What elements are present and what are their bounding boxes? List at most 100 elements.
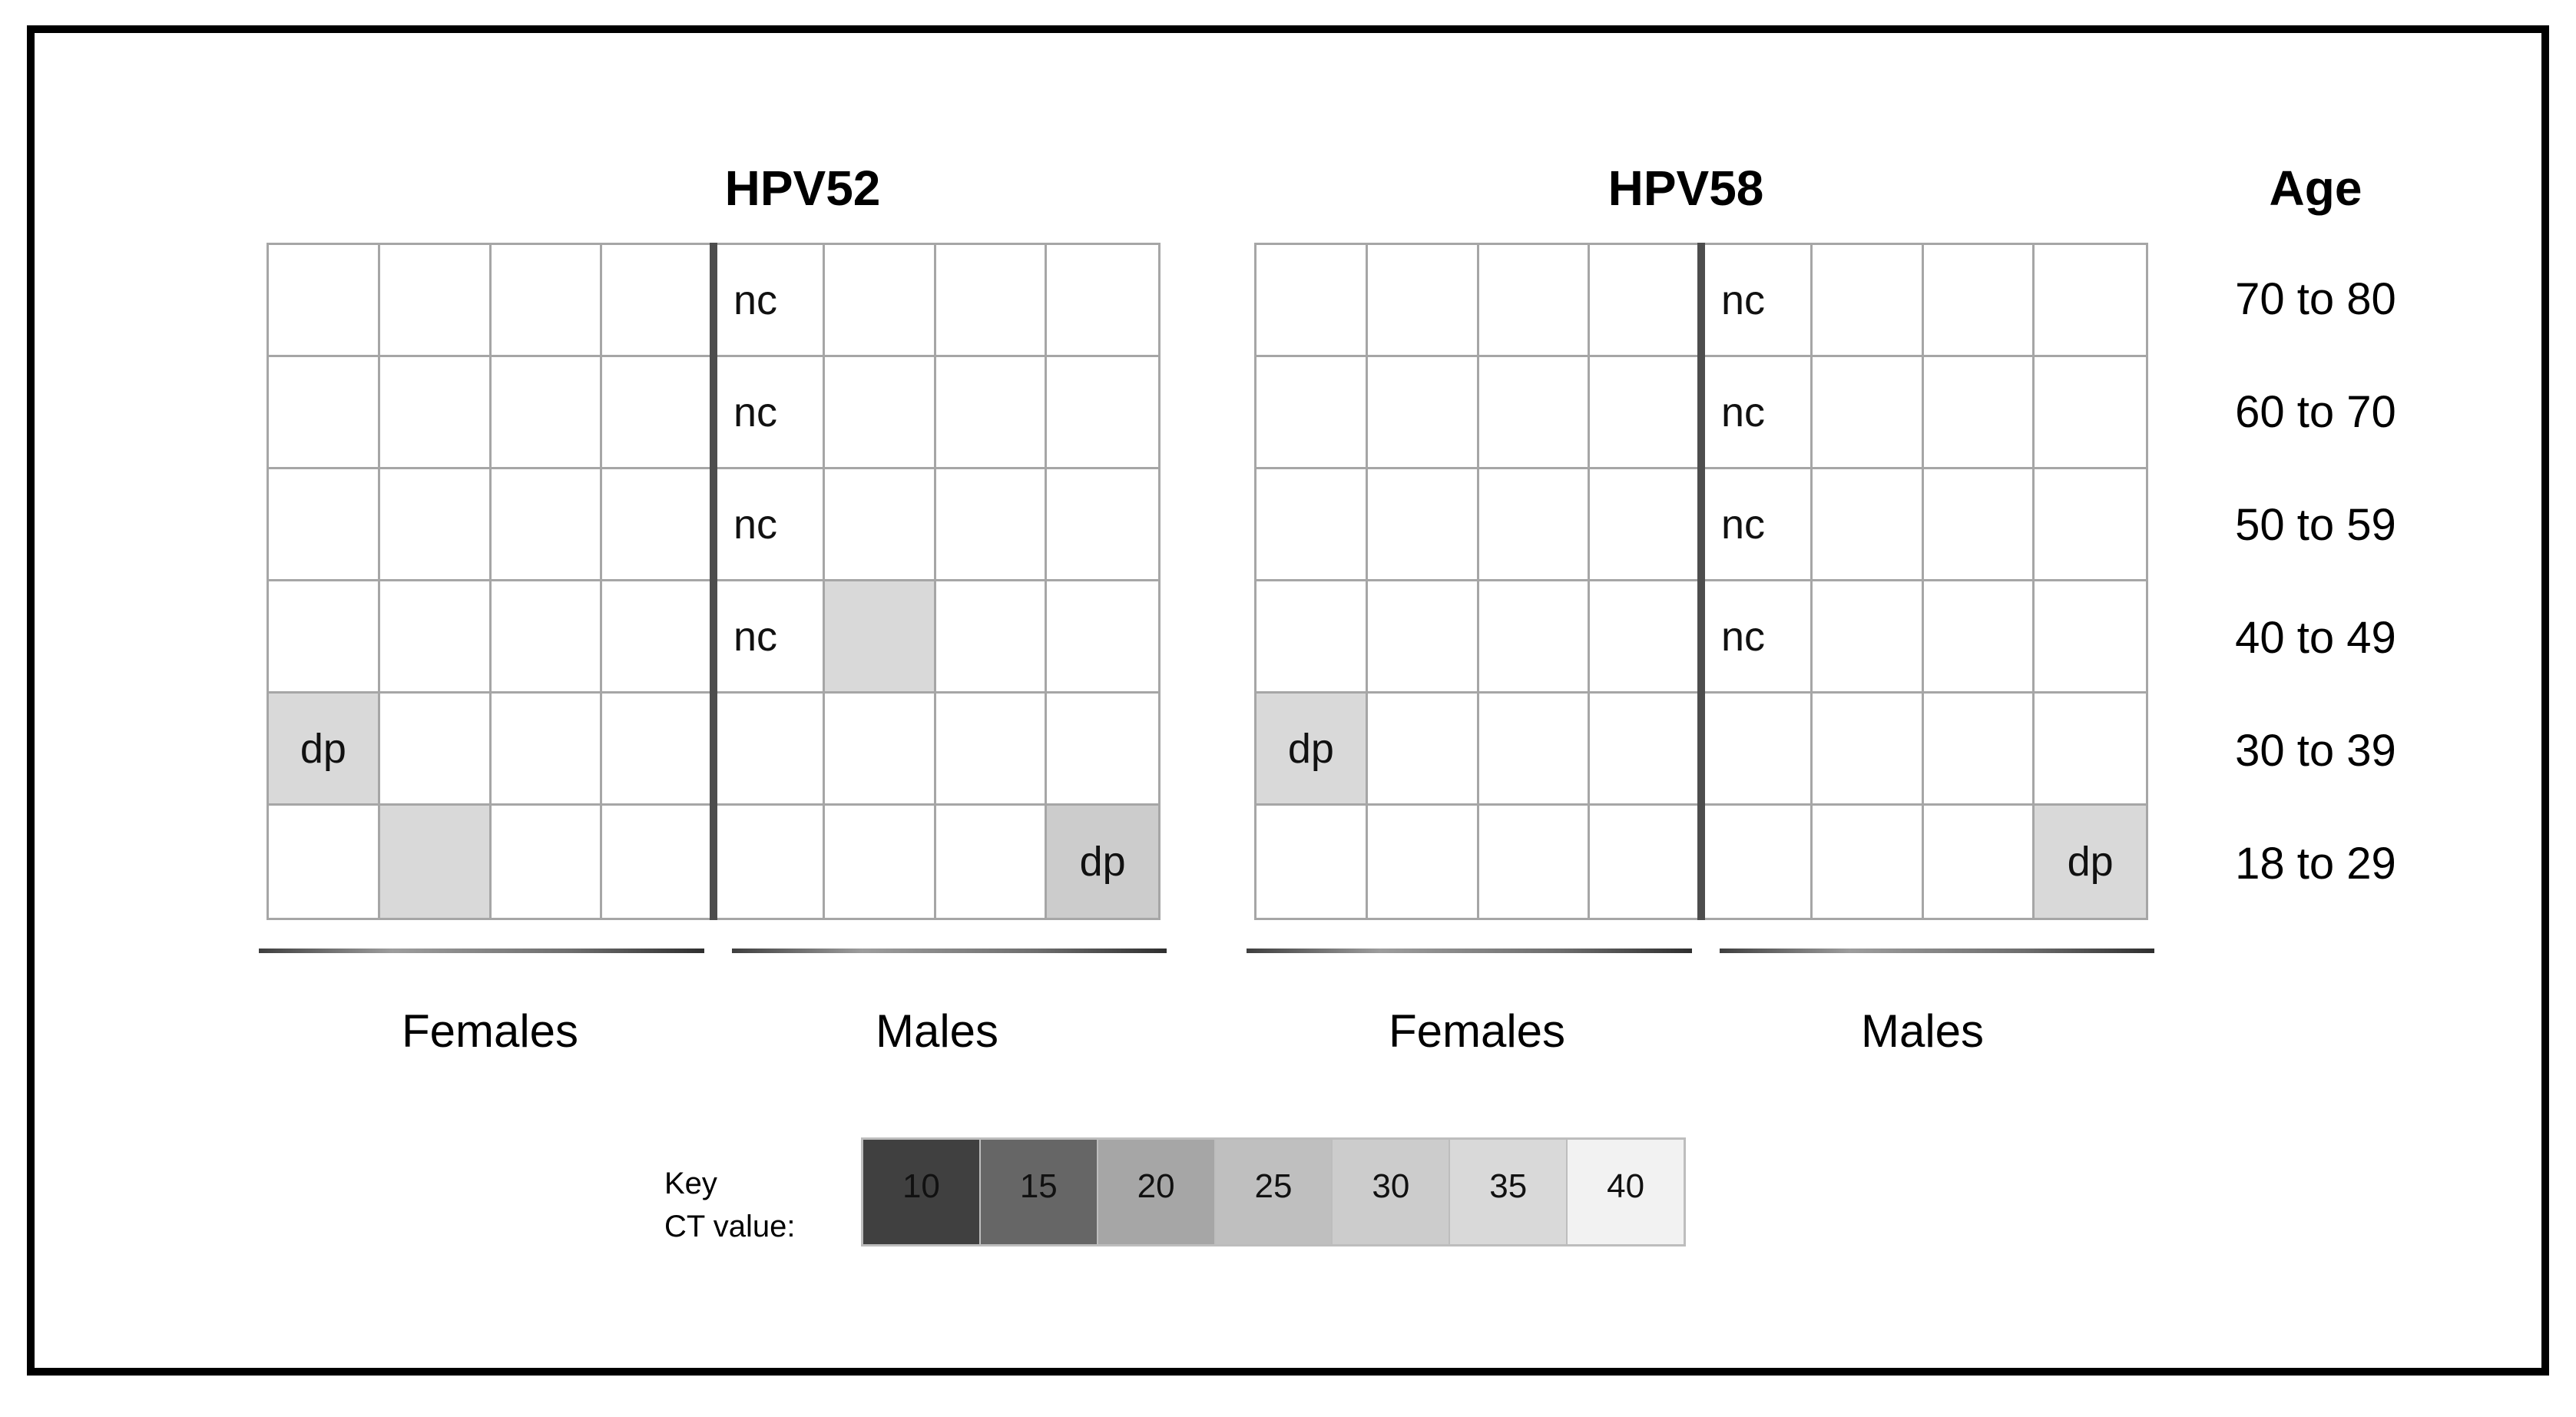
heatmap-cell	[491, 694, 603, 806]
ct-key-swatch: 25	[1214, 1140, 1332, 1244]
heatmap-cell	[1368, 806, 1479, 918]
heatmap-cell	[824, 581, 936, 694]
females-underline-hpv58	[1247, 949, 1692, 953]
heatmap-cell	[1047, 245, 1158, 357]
age-labels-column: 70 to 80 60 to 70 50 to 59 40 to 49 30 to 39…	[2139, 243, 2492, 920]
key-subtitle: CT value:	[664, 1210, 796, 1243]
males-label-hpv52: Males	[875, 1005, 999, 1057]
heatmap-cell	[1923, 245, 2035, 357]
cell-label: dp	[1287, 725, 1334, 772]
age-group-label: 50 to 59	[2235, 500, 2396, 550]
cell-label: dp	[1079, 839, 1126, 885]
cell-label: nc	[1721, 501, 1766, 548]
heatmap-cell: dp	[1047, 806, 1158, 918]
females-label-hpv52: Females	[401, 1005, 579, 1057]
heatmap-cell	[491, 581, 603, 694]
heatmap-cell: dp	[269, 694, 380, 806]
heatmap-cell	[491, 245, 603, 357]
cell-label: nc	[733, 613, 778, 660]
heatmap-cell	[1924, 806, 2035, 918]
heatmap-cell	[714, 806, 825, 918]
heatmap-cell: nc	[1701, 469, 1813, 581]
heatmap-cell	[1590, 694, 1701, 806]
ct-key-value: 35	[1489, 1167, 1528, 1205]
cell-label: nc	[733, 276, 778, 323]
heatmap-cell	[1590, 469, 1701, 581]
heatmap-cell	[602, 806, 714, 918]
heatmap-cell	[602, 245, 714, 357]
heatmap-cell	[1367, 469, 1479, 581]
heatmap-cell	[1923, 357, 2035, 469]
heatmap-cell	[2035, 357, 2146, 469]
heatmap-cell	[379, 581, 492, 694]
heatmap-cell	[1367, 357, 1479, 469]
heatmap-cell	[602, 694, 714, 806]
ct-key-value: 10	[902, 1167, 940, 1205]
heatmap-cell	[2035, 469, 2146, 581]
sex-divider-line	[710, 243, 717, 920]
heatmap-cell	[936, 806, 1048, 918]
heatmap-cell	[269, 469, 380, 581]
heatmap-cell	[1923, 694, 2035, 806]
ct-value-key: 10 15 20 25 30 35 40	[861, 1137, 1686, 1246]
heatmap-cell: nc	[1701, 357, 1813, 469]
heatmap-cell	[379, 245, 492, 357]
heatmap-cell	[935, 581, 1048, 694]
males-label-hpv58: Males	[1860, 1005, 1985, 1057]
heatmap-cell	[1478, 581, 1591, 694]
ct-key-swatch: 15	[978, 1140, 1097, 1244]
heatmap-cell	[1367, 245, 1479, 357]
heatmap-cell	[1479, 806, 1591, 918]
heatmap-cell: dp	[2035, 806, 2146, 918]
heatmap-cell	[935, 694, 1048, 806]
cell-label: nc	[733, 389, 778, 435]
heatmap-cell: nc	[714, 245, 825, 357]
heatmap-cell	[269, 581, 380, 694]
sex-divider-line	[1697, 243, 1705, 920]
heatmap-cell	[824, 357, 936, 469]
heatmap-cell	[1812, 357, 1924, 469]
heatmap-cell	[1478, 469, 1591, 581]
females-label-hpv58: Females	[1388, 1005, 1566, 1057]
key-label-block: Key CT value:	[664, 1162, 795, 1248]
ct-key-swatch: 35	[1449, 1140, 1567, 1244]
heatmap-cell	[824, 694, 936, 806]
age-group-label: 18 to 29	[2235, 839, 2396, 889]
age-group-label: 70 to 80	[2235, 274, 2396, 324]
heatmap-cell: nc	[714, 469, 825, 581]
heatmap-cell	[1812, 694, 1924, 806]
heatmap-cell	[1047, 694, 1158, 806]
cell-label: nc	[1721, 613, 1766, 660]
heatmap-grid-hpv58: nc nc nc nc dp dp	[1254, 243, 2148, 920]
heatmap-cell: nc	[1701, 245, 1813, 357]
females-underline-hpv52	[259, 949, 704, 953]
heatmap-grid-hpv52: nc nc nc nc dp dp	[267, 243, 1161, 920]
heatmap-cell	[1812, 469, 1924, 581]
age-group-label: 30 to 39	[2235, 726, 2396, 776]
ct-key-swatch: 40	[1566, 1140, 1684, 1244]
cell-label: dp	[300, 725, 346, 772]
heatmap-cell	[1367, 694, 1479, 806]
heatmap-cell	[1478, 694, 1591, 806]
cell-label: nc	[1721, 276, 1766, 323]
panel-title-hpv58: HPV58	[1608, 161, 1764, 216]
heatmap-cell	[1590, 581, 1701, 694]
heatmap-cell	[1813, 806, 1924, 918]
heatmap-cell	[1701, 694, 1813, 806]
age-column-header: Age	[2269, 161, 2362, 216]
cell-label: nc	[1721, 389, 1766, 435]
heatmap-cell	[1257, 245, 1368, 357]
heatmap-cell	[379, 357, 492, 469]
heatmap-cell	[2035, 694, 2146, 806]
heatmap-cell	[379, 694, 492, 806]
ct-key-value: 15	[1019, 1167, 1058, 1205]
panel-title-hpv52: HPV52	[724, 161, 881, 216]
heatmap-cell	[714, 694, 825, 806]
heatmap-cell	[935, 245, 1048, 357]
heatmap-cell: nc	[714, 357, 825, 469]
heatmap-cell	[1257, 806, 1368, 918]
heatmap-cell	[379, 469, 492, 581]
ct-key-value: 40	[1607, 1167, 1645, 1205]
heatmap-cell	[1923, 581, 2035, 694]
